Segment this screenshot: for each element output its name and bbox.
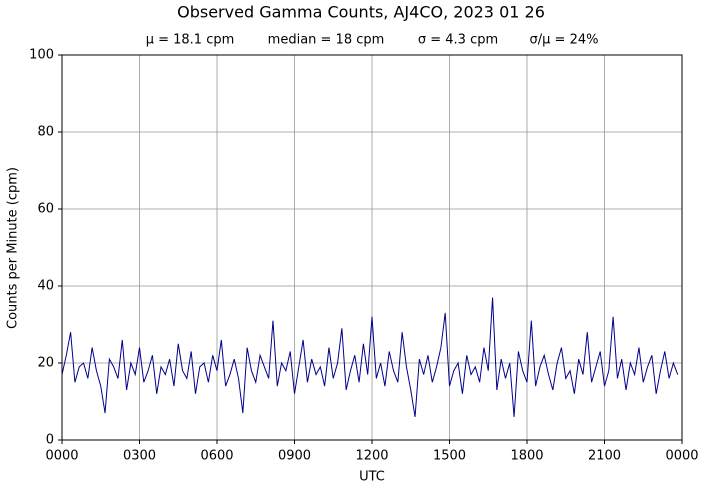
y-axis-label: Counts per Minute (cpm) bbox=[6, 167, 21, 329]
x-tick-label: 1500 bbox=[433, 449, 466, 464]
x-tick-label: 0300 bbox=[123, 449, 156, 464]
subtitle: median = 18 cpm bbox=[268, 33, 385, 48]
data-line bbox=[61, 297, 679, 417]
y-tick-label: 0 bbox=[46, 433, 54, 448]
x-tick-label: 2100 bbox=[588, 449, 621, 464]
x-tick-label: 0000 bbox=[665, 449, 698, 464]
x-tick-label: 1800 bbox=[510, 449, 543, 464]
subtitle: μ = 18.1 cpm bbox=[146, 33, 235, 48]
y-tick-label: 20 bbox=[37, 356, 54, 371]
y-tick-label: 100 bbox=[29, 48, 54, 63]
x-tick-label: 0000 bbox=[45, 449, 78, 464]
y-tick-label: 60 bbox=[37, 202, 54, 217]
plot-frame bbox=[61, 54, 683, 441]
chart-title: Observed Gamma Counts, AJ4CO, 2023 01 26 bbox=[177, 3, 545, 22]
subtitle: σ = 4.3 cpm bbox=[418, 33, 498, 48]
x-axis-label: UTC bbox=[359, 470, 385, 485]
subtitle: σ/μ = 24% bbox=[530, 33, 599, 48]
y-tick-label: 40 bbox=[37, 279, 54, 294]
x-tick-label: 1200 bbox=[355, 449, 388, 464]
y-tick-label: 80 bbox=[37, 125, 54, 140]
x-tick-label: 0600 bbox=[200, 449, 233, 464]
x-tick-label: 0900 bbox=[278, 449, 311, 464]
